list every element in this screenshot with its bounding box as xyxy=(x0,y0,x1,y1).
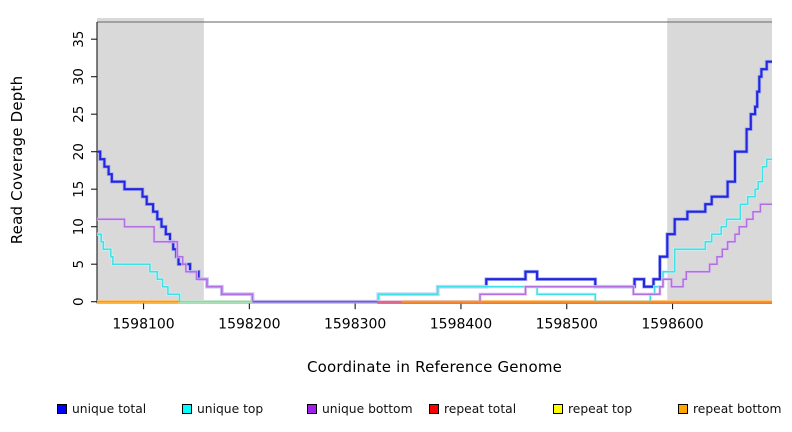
legend-label: unique top xyxy=(197,402,264,416)
x-tick-label: 1598500 xyxy=(536,317,598,333)
chart-canvas: 0 5 10 15 20 25 30 35 1598100 1598200 1598300 15984… xyxy=(71,18,772,333)
legend-swatch-repeat-bottom xyxy=(678,404,688,414)
y-tick-label: 0 xyxy=(71,297,87,306)
y-tick-label: 10 xyxy=(71,218,87,235)
legend-label: unique total xyxy=(72,402,147,416)
shaded-region xyxy=(667,18,772,303)
series-unique-top xyxy=(97,158,772,303)
x-tick-label: 1598200 xyxy=(218,317,280,333)
legend-swatch-repeat-total xyxy=(429,404,439,414)
legend-label: repeat bottom xyxy=(693,402,782,416)
y-tick-label: 20 xyxy=(71,143,87,160)
legend-swatch-unique-bottom xyxy=(307,404,317,414)
y-axis-title: Read Coverage Depth xyxy=(8,75,26,245)
legend-label: repeat top xyxy=(568,402,633,416)
x-tick-label: 1598100 xyxy=(112,317,174,333)
series-unique-bottom xyxy=(97,203,772,303)
legend-swatch-unique-total xyxy=(57,404,67,414)
y-tick-label: 5 xyxy=(71,260,87,269)
legend-label: unique bottom xyxy=(322,402,413,416)
y-tick-label: 35 xyxy=(71,31,87,48)
y-tick-label: 25 xyxy=(71,106,87,123)
legend: unique total unique top unique bottom repea… xyxy=(0,402,792,420)
x-tick-label: 1598400 xyxy=(430,317,492,333)
x-tick-label: 1598300 xyxy=(324,317,386,333)
shaded-region xyxy=(97,18,204,303)
x-tick-label: 1598600 xyxy=(641,317,703,333)
legend-swatch-repeat-top xyxy=(553,404,563,414)
x-axis-title: Coordinate in Reference Genome xyxy=(306,358,563,376)
y-tick-label: 15 xyxy=(71,181,87,198)
y-tick-label: 30 xyxy=(71,68,87,85)
legend-swatch-unique-top xyxy=(182,404,192,414)
legend-label: repeat total xyxy=(444,402,517,416)
